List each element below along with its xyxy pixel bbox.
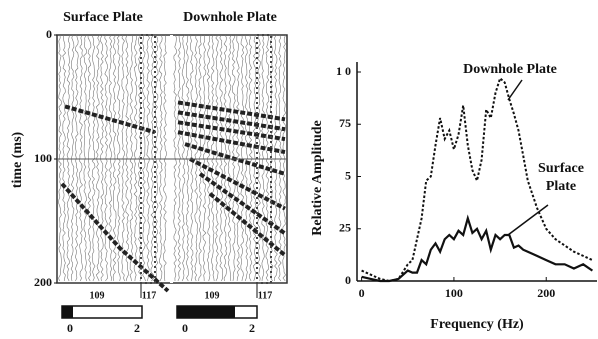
seismic-trace: [202, 34, 207, 282]
seismic-trace: [257, 34, 261, 282]
colorbar-tick-label: 0: [67, 321, 73, 335]
seismic-trace: [248, 34, 253, 282]
colorbar-tick-label: 2: [249, 321, 255, 335]
trace-label: 109: [90, 290, 105, 301]
seismic-trace: [150, 34, 155, 282]
colorbar-tick-label: 2: [134, 321, 140, 335]
seismic-trace: [146, 34, 151, 282]
x-axis-label: Frequency (Hz): [430, 317, 524, 332]
y-tick-label: 75: [339, 116, 351, 130]
y-tick-label: 200: [34, 275, 52, 289]
reflection-event: [198, 172, 287, 236]
seismic-trace: [74, 34, 79, 282]
seismic-trace: [125, 34, 130, 282]
seismic-trace: [240, 34, 245, 282]
trace-label: 117: [142, 290, 156, 301]
colorbar-tick-label: 0: [182, 321, 188, 335]
seismic-trace: [282, 34, 287, 282]
seismic-trace: [244, 34, 249, 282]
reflection-event: [177, 130, 286, 155]
y-tick-label: 5: [345, 168, 351, 182]
annotation-leader: [507, 79, 523, 101]
seismic-trace: [79, 34, 83, 282]
seismic-trace: [215, 34, 219, 282]
seismic-trace: [83, 34, 88, 282]
seismic-trace: [278, 34, 282, 282]
seismic-trace: [163, 34, 167, 282]
seismic-trace: [173, 34, 177, 282]
reflection-event: [177, 120, 286, 142]
seismic-trace: [185, 34, 190, 282]
y-tick-label: 0: [345, 273, 351, 287]
seismic-trace: [158, 34, 163, 282]
series-line: [361, 76, 593, 283]
trace-label: 109: [205, 290, 220, 301]
reflection-event: [60, 182, 170, 293]
seismic-trace: [91, 34, 96, 282]
seismic-trace: [261, 34, 265, 282]
y-tick-label: 1 0: [336, 64, 351, 78]
series-line: [361, 214, 594, 283]
x-tick-label: 100: [445, 286, 463, 300]
seismic-trace: [177, 34, 181, 282]
y-tick-label: 100: [34, 151, 52, 165]
seismic-trace: [137, 34, 142, 282]
reflection-event: [189, 157, 286, 211]
seismic-trace: [219, 34, 224, 282]
seismic-trace: [142, 34, 146, 282]
seismic-trace: [87, 34, 92, 282]
seismic-trace: [194, 34, 198, 282]
seismic-trace: [206, 34, 211, 282]
panel-title: Surface Plate: [63, 10, 143, 25]
reflection-event: [177, 110, 286, 132]
seismic-trace: [129, 34, 134, 282]
seismic-trace: [273, 34, 278, 282]
reflection-event: [208, 192, 287, 257]
panel-title: Downhole Plate: [183, 10, 277, 25]
seismic-trace: [66, 34, 71, 282]
series-annotation: Surface Plate: [538, 161, 584, 194]
seismic-trace: [121, 34, 125, 282]
x-tick-label: 0: [359, 286, 365, 300]
y-tick-label: 25: [339, 221, 351, 235]
y-axis-label: time (ms): [10, 131, 25, 188]
seismic-trace: [58, 34, 62, 282]
series-annotation: Downhole Plate: [463, 62, 557, 77]
seismic-trace: [116, 34, 121, 282]
colorbar: [61, 305, 143, 319]
y-tick-label: 0: [46, 27, 52, 41]
seismic-trace: [112, 34, 117, 282]
seismic-trace: [252, 34, 257, 282]
trace-label: 117: [258, 290, 272, 301]
seismic-trace: [70, 34, 75, 282]
colorbar-fill: [177, 306, 235, 318]
seismic-trace: [95, 34, 100, 282]
seismic-trace: [181, 34, 186, 282]
seismic-trace: [104, 34, 108, 282]
reflection-event: [177, 100, 286, 122]
x-tick-label: 200: [537, 286, 555, 300]
colorbar-fill: [62, 306, 73, 318]
seismic-trace: [198, 34, 202, 282]
seismic-trace: [210, 34, 215, 282]
seismic-trace: [133, 34, 138, 282]
y-axis-label: Relative Amplitude: [310, 120, 325, 236]
annotation-leader: [507, 204, 549, 236]
seismic-trace: [62, 34, 67, 282]
seismic-trace: [108, 34, 113, 282]
seismic-trace: [100, 34, 104, 282]
seismic-trace: [223, 34, 228, 282]
